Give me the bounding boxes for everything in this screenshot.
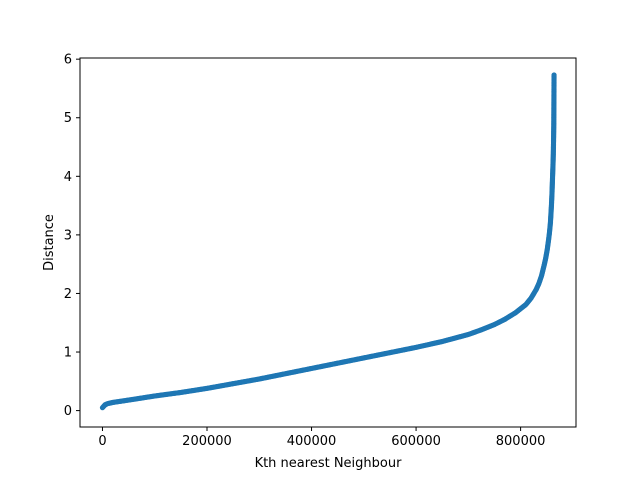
x-axis-label: Kth nearest Neighbour bbox=[255, 456, 403, 471]
y-tick-label: 5 bbox=[64, 111, 72, 126]
x-tick-label: 0 bbox=[98, 434, 106, 449]
y-tick-label: 2 bbox=[64, 287, 72, 302]
y-tick-label: 6 bbox=[64, 53, 72, 68]
data-point bbox=[551, 72, 557, 78]
y-tick-label: 1 bbox=[64, 346, 72, 361]
plot-frame bbox=[79, 57, 577, 428]
y-tick-label: 4 bbox=[64, 170, 72, 185]
x-tick-label: 400000 bbox=[287, 434, 337, 449]
x-axis: 0 200000 400000 600000 800000 bbox=[98, 427, 545, 449]
y-tick-label: 0 bbox=[64, 404, 72, 419]
x-tick-label: 600000 bbox=[391, 434, 441, 449]
x-tick-label: 200000 bbox=[182, 434, 232, 449]
data-points bbox=[99, 72, 557, 411]
y-axis-label: Distance bbox=[42, 214, 57, 271]
y-tick-label: 3 bbox=[64, 228, 72, 243]
x-tick-label: 800000 bbox=[496, 434, 546, 449]
y-axis: 0 1 2 3 4 5 6 bbox=[64, 53, 80, 419]
